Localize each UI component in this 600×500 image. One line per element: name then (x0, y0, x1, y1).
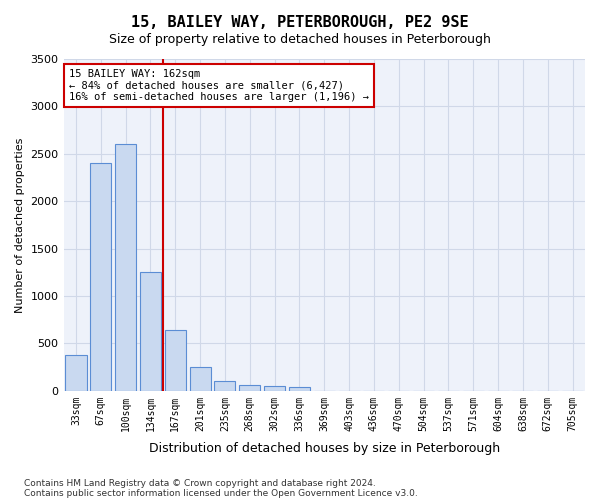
Text: Contains HM Land Registry data © Crown copyright and database right 2024.: Contains HM Land Registry data © Crown c… (24, 478, 376, 488)
Bar (65, 355, 86, 391)
Text: Contains public sector information licensed under the Open Government Licence v3: Contains public sector information licen… (24, 488, 418, 498)
Bar (190, 367, 211, 391)
Bar (140, 272, 161, 391)
Bar (264, 386, 285, 391)
Text: Size of property relative to detached houses in Peterborough: Size of property relative to detached ho… (109, 32, 491, 46)
Bar (115, 144, 136, 391)
Bar (90, 164, 112, 391)
Text: 15 BAILEY WAY: 162sqm
← 84% of detached houses are smaller (6,427)
16% of semi-d: 15 BAILEY WAY: 162sqm ← 84% of detached … (69, 69, 369, 102)
Bar (165, 330, 186, 391)
Y-axis label: Number of detached properties: Number of detached properties (15, 137, 25, 312)
Bar (289, 388, 310, 391)
Bar (239, 384, 260, 391)
Bar (214, 382, 235, 391)
X-axis label: Distribution of detached houses by size in Peterborough: Distribution of detached houses by size … (149, 442, 500, 455)
Text: 15, BAILEY WAY, PETERBOROUGH, PE2 9SE: 15, BAILEY WAY, PETERBOROUGH, PE2 9SE (131, 15, 469, 30)
